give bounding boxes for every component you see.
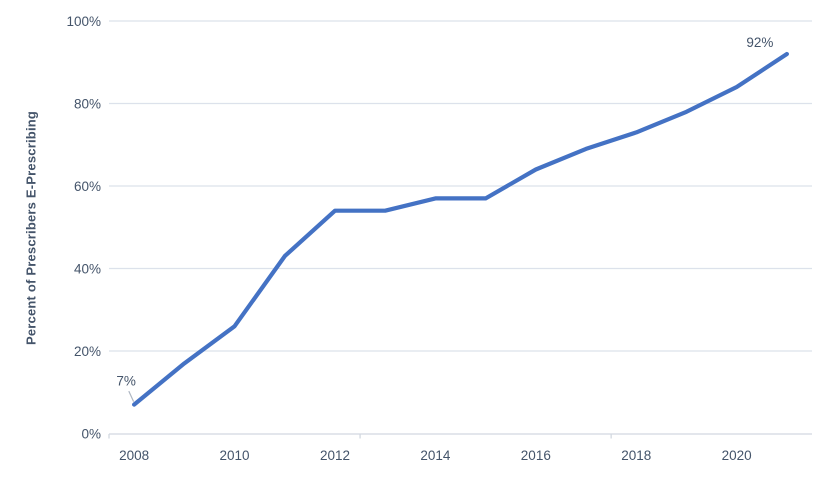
x-tick-label: 2020 — [722, 448, 752, 463]
y-axis-title: Percent of Prescribers E-Prescribing — [23, 110, 39, 346]
y-tick-label: 20% — [74, 344, 101, 359]
data-label: 92% — [746, 35, 773, 50]
x-tick-label: 2012 — [320, 448, 350, 463]
x-tick-label: 2018 — [621, 448, 651, 463]
x-tick-label: 2014 — [420, 448, 451, 463]
x-tick-label: 2010 — [220, 448, 250, 463]
y-tick-label: 60% — [74, 179, 101, 194]
data-label: 7% — [116, 374, 136, 389]
y-tick-label: 100% — [66, 14, 101, 29]
y-tick-label: 80% — [74, 96, 101, 111]
x-tick-label: 2008 — [119, 448, 149, 463]
x-tick-label: 2016 — [521, 448, 551, 463]
y-tick-label: 0% — [81, 426, 101, 441]
series-line — [132, 51, 790, 407]
data-label-leader-line — [128, 390, 135, 402]
y-tick-label: 40% — [74, 261, 101, 276]
